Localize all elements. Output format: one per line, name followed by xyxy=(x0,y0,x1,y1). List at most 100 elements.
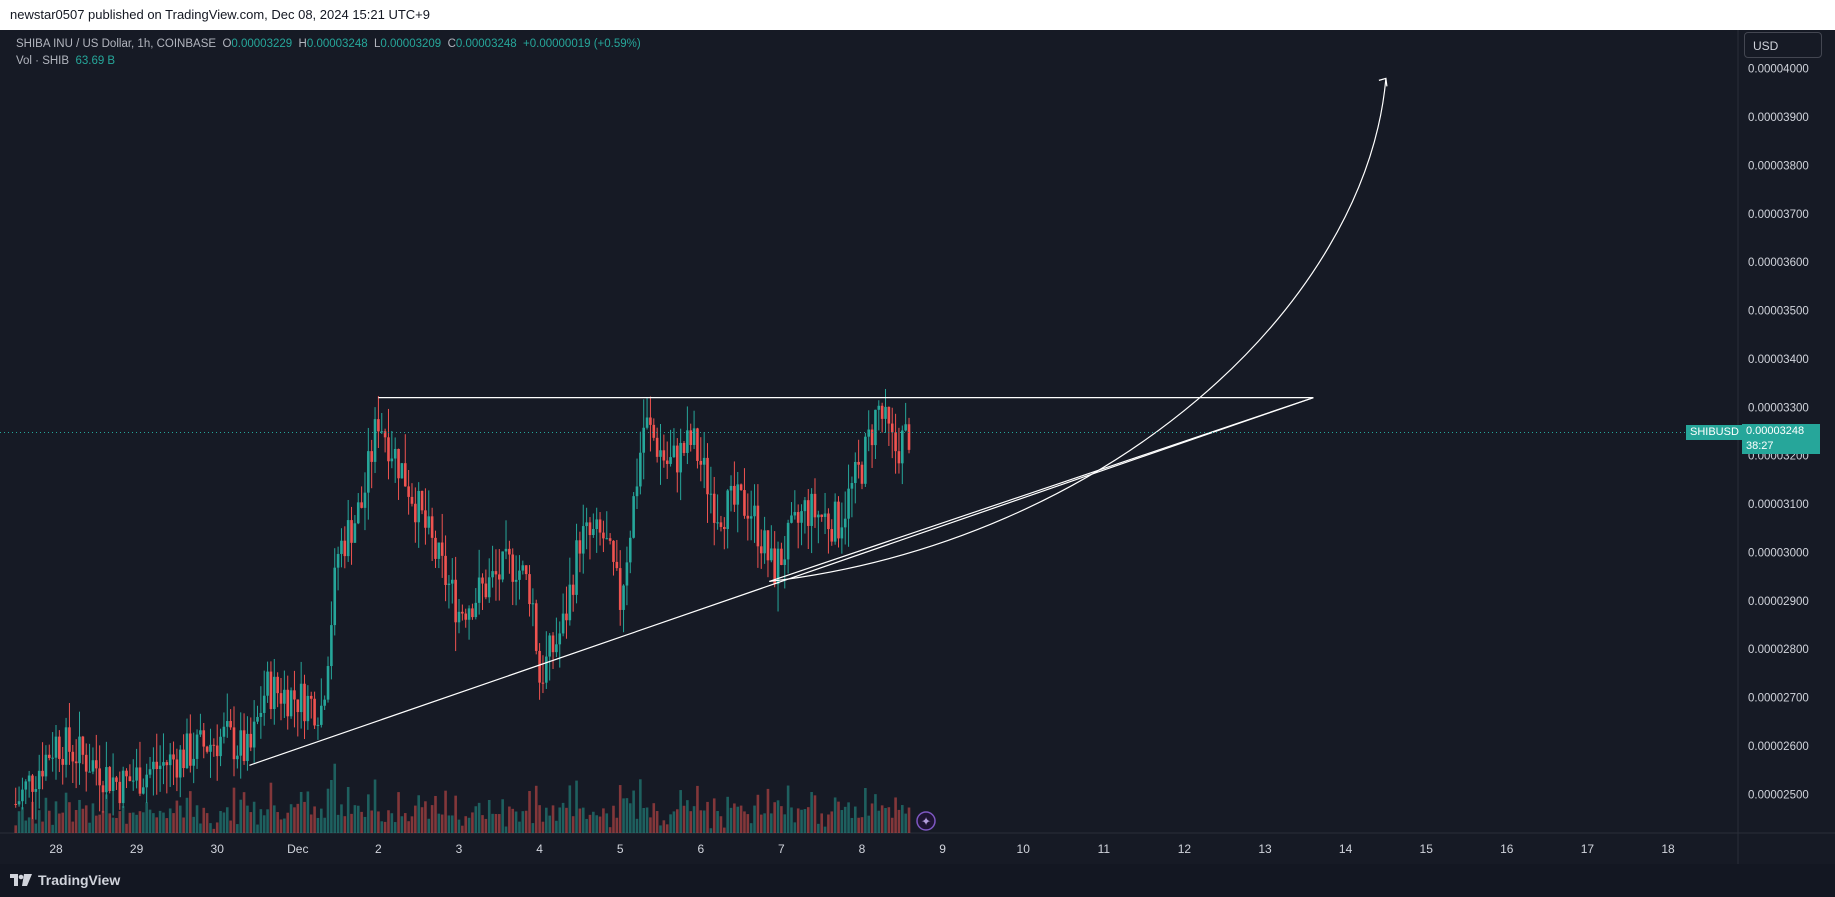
candle-body xyxy=(632,496,635,538)
candle-body xyxy=(897,451,901,464)
candle-body xyxy=(810,493,813,526)
projection-arrow[interactable] xyxy=(769,78,1387,583)
volume-bar xyxy=(118,811,122,833)
candle-body xyxy=(333,567,337,626)
volume-bar xyxy=(904,813,907,833)
candle-body xyxy=(178,749,182,778)
candle-body xyxy=(538,650,541,683)
volume-bar xyxy=(95,815,98,833)
price-tick-label: 0.00003600 xyxy=(1748,257,1809,269)
volume-bar xyxy=(450,815,454,833)
volume-bar xyxy=(17,811,21,833)
volume-bar xyxy=(286,812,290,833)
tradingview-logo[interactable]: TradingView xyxy=(10,872,120,888)
candle-body xyxy=(192,758,195,766)
volume-bar xyxy=(350,813,353,833)
volume-bar xyxy=(131,812,135,833)
volume-bar xyxy=(618,785,622,833)
volume-bar xyxy=(890,817,894,833)
candle-body xyxy=(457,611,461,623)
volume-bar xyxy=(776,800,780,833)
candle-body xyxy=(222,726,226,737)
candle-body xyxy=(145,774,148,788)
price-chart-svg[interactable]: 0.00004000 0.00003900 0.00003800 0.00003700… xyxy=(0,30,1835,864)
currency-selector[interactable]: USD xyxy=(1744,32,1822,58)
volume-bar xyxy=(24,820,28,833)
indicator-button[interactable] xyxy=(916,811,936,831)
volume-bar xyxy=(615,817,619,833)
candle-body xyxy=(622,585,625,610)
volume-bar xyxy=(115,817,118,833)
drawings[interactable] xyxy=(249,77,1388,766)
candle-body xyxy=(155,761,159,770)
candle-body xyxy=(864,436,867,484)
candle-body xyxy=(440,542,444,556)
volume-bar xyxy=(105,794,108,833)
candle-body xyxy=(907,424,911,450)
candle-body xyxy=(615,561,619,569)
candle-body xyxy=(17,801,21,805)
volume-bar xyxy=(68,802,71,833)
candle-body xyxy=(662,450,666,461)
volume-bar xyxy=(642,808,646,833)
candle-body xyxy=(756,505,760,547)
arrow-head xyxy=(1378,77,1388,87)
volume-bar xyxy=(306,791,310,833)
candle-body xyxy=(427,516,431,528)
candle-body xyxy=(605,538,609,540)
time-axis[interactable]: 28 29 30 Dec 2 3 4 5 6 7 8 9 10 11 12 13 14 15 16 17 18 xyxy=(49,842,1675,856)
volume-bar xyxy=(581,807,585,833)
volume-bar xyxy=(675,809,679,833)
candle-body xyxy=(205,746,209,752)
symbol-title[interactable]: SHIBA INU / US Dollar, 1h, COINBASE xyxy=(16,38,217,50)
candle-body xyxy=(763,530,766,554)
volume-bar xyxy=(299,791,303,833)
volume-bar xyxy=(800,809,803,833)
candle-body xyxy=(783,559,787,565)
candle-body xyxy=(840,527,844,539)
volume-bar xyxy=(346,786,350,833)
candle-body xyxy=(165,762,169,766)
volume-bar xyxy=(152,813,155,833)
volume-bar xyxy=(545,807,548,833)
candle-body xyxy=(54,736,58,758)
volume-bar xyxy=(746,814,750,833)
candle-body xyxy=(800,511,803,523)
trendline[interactable] xyxy=(249,397,1314,766)
chart-pane[interactable]: SHIBA INU / US Dollar, 1h, COINBASE O0.0… xyxy=(0,30,1835,864)
candle-body xyxy=(706,457,709,495)
candle-body xyxy=(692,428,696,445)
volume-bar xyxy=(444,790,447,833)
candle-body xyxy=(98,768,101,786)
volume-bar xyxy=(743,811,746,833)
volume-bar xyxy=(907,807,911,833)
volume-bar xyxy=(125,823,128,833)
high-label: H xyxy=(298,38,307,50)
volume-bar xyxy=(897,809,901,833)
volume-bar xyxy=(37,810,41,833)
candle-body xyxy=(61,758,65,765)
open-label: O xyxy=(222,38,232,50)
volume-bar xyxy=(504,826,508,833)
candle-body xyxy=(293,690,296,700)
volume-bar xyxy=(723,827,726,833)
candle-body xyxy=(578,540,582,554)
volume-label[interactable]: Vol · SHIB xyxy=(16,55,70,67)
candle-body xyxy=(168,754,172,766)
volume-bar xyxy=(457,819,461,833)
volume-bar xyxy=(430,805,434,833)
candle-body xyxy=(545,656,548,683)
volume-bar xyxy=(225,807,229,833)
candle-body xyxy=(508,548,511,555)
volume-bar xyxy=(602,808,605,833)
indicator-button-icon[interactable]: ✦ xyxy=(921,815,931,829)
candle-body xyxy=(138,767,142,794)
trendline[interactable] xyxy=(769,397,1314,583)
volume-bar xyxy=(27,817,31,833)
candle-body xyxy=(353,523,357,543)
candle-body xyxy=(696,428,699,461)
candle-body xyxy=(47,754,51,759)
time-tick-label: 10 xyxy=(1017,842,1031,856)
candle-body xyxy=(904,424,907,431)
candle-body xyxy=(746,515,750,519)
